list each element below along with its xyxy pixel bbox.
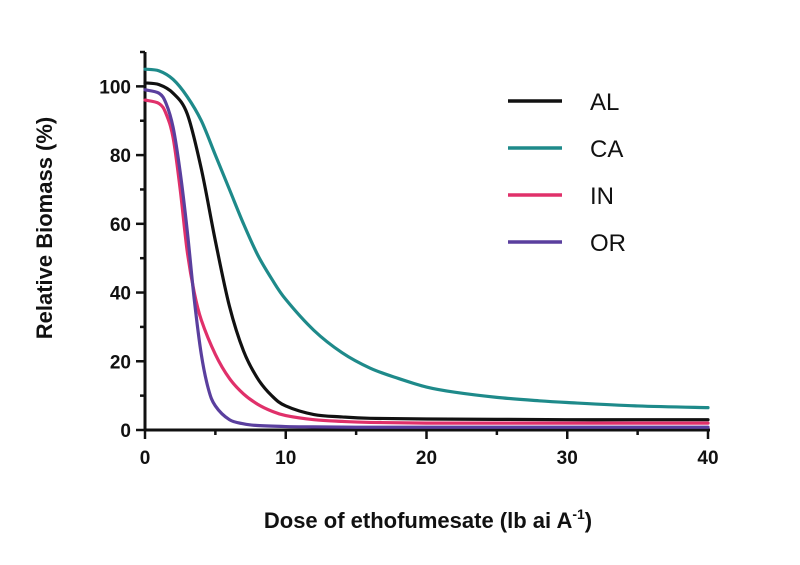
- x-tick-label: 10: [275, 448, 296, 469]
- x-axis-title-sup: -1: [572, 506, 585, 522]
- y-tick-label: 100: [99, 77, 131, 98]
- series-line-or: [143, 88, 710, 429]
- axes: 0 20 40 60 80 100 0 10 20 30 40: [99, 50, 719, 469]
- x-axis-title: Dose of ethofumesate (lb ai A-1): [264, 506, 592, 533]
- legend: AL CA IN OR: [508, 89, 626, 257]
- y-tick-label: 20: [110, 352, 131, 373]
- legend-label-in: IN: [590, 183, 614, 210]
- legend-label-or: OR: [590, 230, 626, 257]
- legend-label-al: AL: [590, 89, 619, 116]
- y-tick-label: 80: [110, 146, 131, 167]
- y-axis-title: Relative Biomass (%): [32, 117, 57, 340]
- y-tick-label: 60: [110, 215, 131, 236]
- series-lines: [143, 67, 710, 429]
- series-line-al: [143, 81, 710, 422]
- series-line-ca: [143, 67, 710, 410]
- x-tick-label: 20: [416, 448, 437, 469]
- x-axis-title-close: ): [585, 508, 592, 533]
- x-tick-label: 40: [697, 448, 718, 469]
- y-tick-label: 40: [110, 284, 131, 305]
- x-tick-label: 0: [140, 448, 151, 469]
- legend-label-ca: CA: [590, 136, 623, 163]
- y-tick-label: 0: [120, 421, 131, 442]
- x-axis-title-main: Dose of ethofumesate (lb ai A: [264, 508, 573, 533]
- series-line-in: [143, 98, 710, 425]
- x-tick-label: 30: [557, 448, 578, 469]
